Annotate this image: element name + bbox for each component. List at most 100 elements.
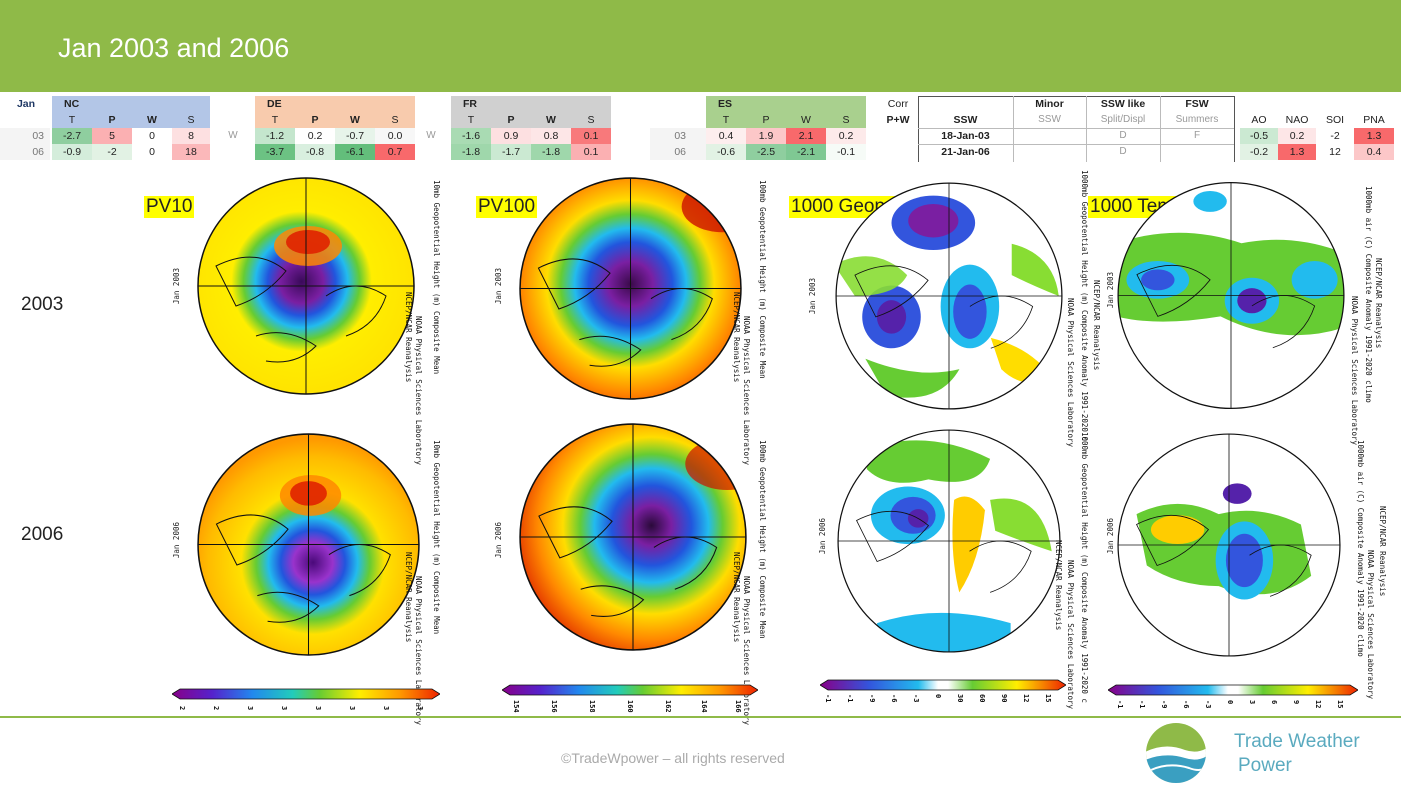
ssw-block-right — [1234, 96, 1235, 162]
date-pv10-2003: Jan 2003 — [172, 268, 181, 305]
title-bar: Jan 2003 and 2006 — [0, 0, 1401, 92]
ssw-like-06: D — [1119, 146, 1127, 157]
fr-06-s: 0.1 — [571, 144, 611, 160]
idx-03-pna: 1.3 — [1354, 128, 1394, 144]
de-06-p: -0.8 — [295, 144, 335, 160]
cb-pv100-t0: 154 — [512, 700, 520, 713]
ssw-header: SSW — [953, 114, 978, 126]
cb-temp-t0: -1 — [1116, 700, 1124, 708]
map-pv10-2003 — [197, 177, 415, 395]
nc-col-w: W — [132, 112, 172, 128]
map-geopot-2003 — [835, 182, 1063, 410]
fsw-03: F — [1193, 130, 1201, 141]
side-src-temp-2006: NCEP/NCAR Reanalysis — [1378, 506, 1387, 597]
de-06-t: -3.7 — [255, 144, 295, 160]
side-lab-geopot-2006: NOAA Physical Sciences Laboratory — [1066, 560, 1075, 710]
es-row-label-06: 06 — [650, 144, 712, 160]
side-lab-pv100-2006: NOAA Physical Sciences Laboratory — [742, 576, 751, 726]
nc-03-t: -2.7 — [52, 128, 92, 144]
cb-pv10-t2: 3 — [246, 706, 254, 710]
year-label-2003: 2003 — [21, 294, 64, 315]
idx-03-soi: -2 — [1330, 130, 1340, 142]
map-geopot-2006 — [837, 429, 1061, 653]
fr-col-w: W — [531, 112, 571, 128]
side-title-geopot-2006: 1000mb Geopotential Height (m) Composite… — [1080, 432, 1089, 703]
de-col-w: W — [335, 112, 375, 128]
fr-03-p: 0.9 — [491, 128, 531, 144]
es-header-fill — [746, 96, 866, 112]
copyright-text: ©TradeWpower – all rights reserved — [561, 750, 785, 766]
date-geopot-2003: Jan 2003 — [808, 278, 817, 315]
fr-03-s: 0.1 — [571, 128, 611, 144]
side-title-pv10-2006: 10mb Geopotential Height (m) Composite M… — [432, 440, 441, 635]
colorbar-pv10: 2 2 3 3 3 3 3 3 — [172, 688, 440, 710]
map-pv10-2006 — [197, 433, 420, 656]
month-label: Jan — [16, 98, 36, 110]
colorbar-temp: -1 -1 -9 -6 -3 0 3 6 9 12 15 — [1108, 684, 1358, 708]
de-col-t: T — [255, 112, 295, 128]
map-temp-2006 — [1117, 433, 1341, 657]
corr-label: Corr — [887, 98, 909, 110]
nc-06-p: -2 — [92, 144, 132, 160]
de-06-s: 0.7 — [375, 144, 415, 160]
w-marker-1: W — [228, 130, 238, 141]
fr-col-s: S — [571, 112, 611, 128]
side-src-temp-2003: NCEP/NCAR Reanalysis — [1374, 258, 1383, 349]
side-src-geopot-2003: NCEP/NCAR Reanalysis — [1092, 280, 1101, 371]
fsw-sub: Summers — [1175, 114, 1219, 125]
idx-03-nao: 0.2 — [1278, 128, 1316, 144]
fr-header-fill — [491, 96, 611, 112]
es-03-w: 2.1 — [786, 128, 826, 144]
fr-06-t: -1.8 — [451, 144, 491, 160]
fr-col-p: P — [491, 112, 531, 128]
cb-pv100-t3: 160 — [626, 700, 634, 713]
de-header-fill — [295, 96, 415, 112]
es-col-t: T — [706, 112, 746, 128]
map-pv100-2003 — [519, 177, 742, 400]
colorbar-pv100: 154 156 158 160 162 164 166 — [502, 684, 758, 713]
cb-pv100-t1: 156 — [550, 700, 558, 713]
de-06-w: -6.1 — [335, 144, 375, 160]
idx-col-pna: PNA — [1363, 114, 1385, 126]
nc-06-t: -0.9 — [52, 144, 92, 160]
es-03-p: 1.9 — [746, 128, 786, 144]
idx-06-nao: 1.3 — [1278, 144, 1316, 160]
nc-header-fill — [92, 96, 210, 112]
side-title-pv100-2003: 100mb Geopotential Height (m) Composite … — [758, 180, 767, 379]
side-title-temp-2006: 1000mb air (C) Composite Anomaly 1991-20… — [1356, 440, 1365, 657]
cb-geo-t2: -9 — [868, 694, 876, 702]
cb-temp-t9: 12 — [1314, 700, 1322, 708]
map-label-pv10: PV10 — [144, 196, 195, 218]
es-06-s: -0.1 — [826, 144, 866, 160]
es-col-w: W — [786, 112, 826, 128]
idx-col-ao: AO — [1251, 114, 1267, 126]
nc-03-s: 8 — [172, 128, 210, 144]
map-label-pv100: PV100 — [476, 196, 538, 218]
idx-06-pna: 0.4 — [1354, 144, 1394, 160]
cb-pv10-t3: 3 — [280, 706, 288, 710]
fr-06-p: -1.7 — [491, 144, 531, 160]
ssw-block-top — [918, 96, 1234, 97]
cb-pv10-t6: 3 — [382, 706, 390, 710]
cb-temp-t6: 3 — [1248, 700, 1256, 704]
nc-06-s: 18 — [172, 144, 210, 160]
nc-03-p: 5 — [92, 128, 132, 144]
ssw-date-03: 18-Jan-03 — [941, 130, 990, 142]
map-temp-2003 — [1117, 181, 1345, 410]
nc-06-w: 0 — [149, 146, 155, 158]
cb-geo-t0: -1 — [824, 694, 832, 702]
slide-title: Jan 2003 and 2006 — [58, 33, 290, 63]
cb-pv10-t4: 3 — [314, 706, 322, 710]
ssw-date-06: 21-Jan-06 — [941, 146, 990, 158]
idx-col-soi: SOI — [1325, 114, 1345, 126]
ssw-div-2 — [1086, 96, 1087, 162]
fr-06-w: -1.8 — [531, 144, 571, 160]
brand-name-line2: Power — [1238, 755, 1292, 776]
es-header: ES — [706, 96, 746, 112]
fr-header: FR — [451, 96, 491, 112]
brand-logo-icon — [1146, 723, 1206, 783]
cb-temp-t7: 6 — [1270, 700, 1278, 704]
es-06-p: -2.5 — [746, 144, 786, 160]
side-lab-pv100-2003: NOAA Physical Sciences Laboratory — [742, 316, 751, 466]
fr-03-t: -1.6 — [451, 128, 491, 144]
